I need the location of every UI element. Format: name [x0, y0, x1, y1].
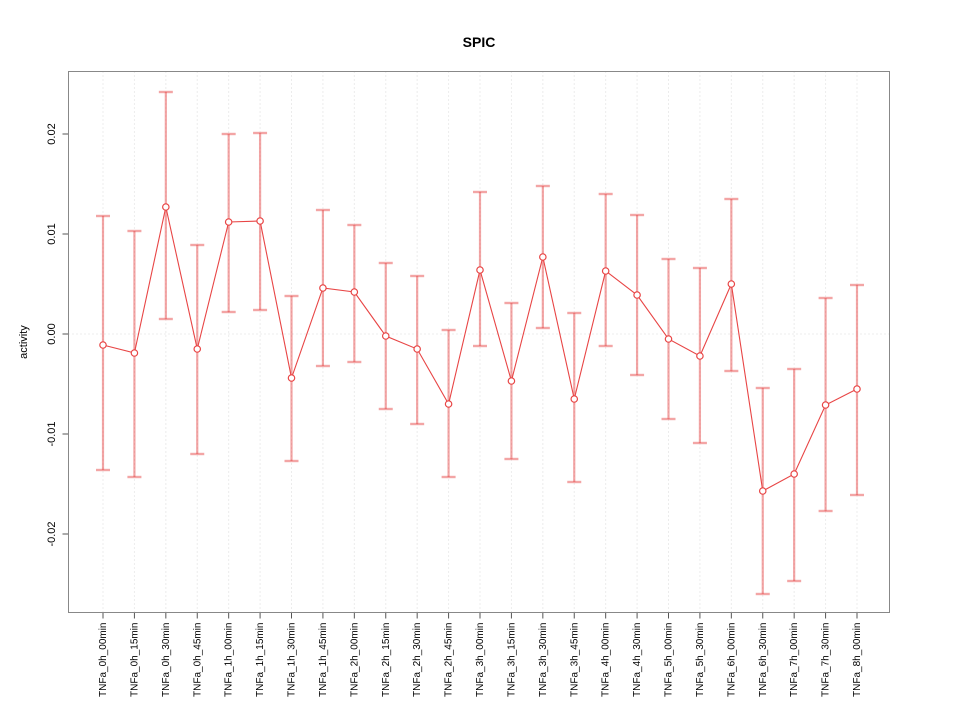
y-tick-label: 0.00: [46, 323, 58, 344]
x-tick-label: TNFa_6h_30min: [758, 623, 769, 697]
x-tick-label: TNFa_4h_30min: [632, 623, 643, 697]
x-tick-label: TNFa_3h_00min: [475, 623, 486, 697]
chart-title: SPIC: [463, 34, 496, 50]
data-point: [853, 385, 861, 393]
data-point: [224, 218, 233, 226]
data-point: [664, 335, 673, 343]
x-tick-label: TNFa_1h_15min: [255, 623, 266, 697]
x-tick-label: TNFa_0h_45min: [192, 623, 203, 697]
data-point: [193, 345, 202, 353]
x-tick-label: TNFa_3h_15min: [506, 623, 517, 697]
data-point: [476, 266, 484, 274]
data-point: [162, 203, 170, 211]
x-tick-label: TNFa_3h_45min: [569, 623, 580, 697]
x-tick-label: TNFa_8h_00min: [852, 623, 863, 697]
x-tick-label: TNFa_2h_45min: [444, 623, 455, 697]
data-point: [444, 400, 453, 408]
data-point: [413, 345, 421, 353]
data-point: [758, 487, 767, 495]
x-tick-label: TNFa_4h_00min: [601, 623, 612, 697]
data-point: [601, 267, 610, 275]
x-tick-label: TNFa_2h_15min: [381, 623, 392, 697]
x-tick-label: TNFa_7h_00min: [789, 623, 800, 697]
data-point: [287, 374, 296, 382]
data-point: [350, 288, 359, 296]
data-point: [319, 284, 327, 292]
error-bars-layer: [96, 90, 865, 596]
y-tick-label: -0.01: [46, 421, 58, 446]
data-point: [790, 470, 798, 478]
axes-layer: TNFa_0h_00min TNFa_0h_15min TNFa_0h_30min T…: [46, 71, 890, 697]
data-point: [507, 377, 516, 385]
x-tick-label: TNFa_2h_30min: [412, 623, 423, 697]
data-point: [539, 253, 547, 261]
x-tick-label: TNFa_0h_30min: [161, 623, 172, 697]
plot-border: [68, 71, 890, 613]
data-point: [130, 349, 139, 357]
data-point: [381, 332, 390, 340]
x-tick-label: TNFa_5h_30min: [695, 623, 706, 697]
data-point: [633, 291, 641, 299]
data-point: [821, 401, 830, 409]
x-tick-label: TNFa_6h_00min: [726, 623, 737, 697]
data-point: [727, 280, 736, 288]
x-tick-label: TNFa_1h_30min: [287, 623, 298, 697]
x-tick-label: TNFa_7h_30min: [821, 623, 832, 697]
x-tick-label: TNFa_0h_00min: [98, 623, 109, 697]
grid-layer: [68, 71, 890, 613]
x-tick-label: TNFa_3h_30min: [538, 623, 549, 697]
x-tick-label: TNFa_5h_00min: [664, 623, 675, 697]
data-point: [570, 395, 579, 403]
y-tick-label: -0.02: [46, 521, 58, 546]
x-tick-label: TNFa_1h_45min: [318, 623, 329, 697]
y-tick-label: 0.02: [46, 123, 58, 144]
x-tick-label: TNFa_1h_00min: [224, 623, 235, 697]
y-axis-label: activity: [18, 325, 30, 359]
data-point: [99, 341, 107, 349]
y-tick-label: 0.01: [46, 223, 58, 244]
x-tick-label: TNFa_2h_00min: [349, 623, 360, 697]
data-points-layer: [99, 203, 861, 495]
data-point: [696, 352, 704, 360]
x-tick-label: TNFa_0h_15min: [129, 623, 140, 697]
data-point: [256, 217, 264, 225]
